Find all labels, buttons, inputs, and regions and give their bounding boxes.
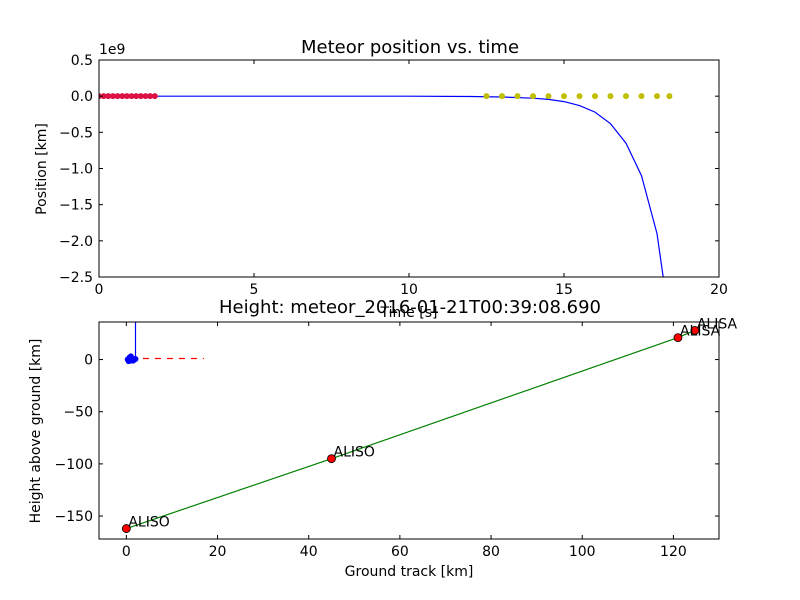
x-tick-label: 20: [209, 544, 227, 560]
station-label: ALISO: [334, 445, 375, 461]
data-point: [666, 93, 673, 100]
data-point: [545, 93, 552, 100]
data-point: [592, 93, 598, 100]
y-tick-label: −2.0: [59, 234, 93, 250]
plot-area-position: [99, 93, 673, 277]
x-axis-label-time: Time [s]: [380, 305, 438, 321]
x-tick-label: 10: [400, 282, 418, 298]
y-tick-label: −1.0: [59, 162, 93, 178]
data-point: [127, 353, 134, 360]
station-point: [327, 454, 336, 464]
data-point: [483, 93, 490, 100]
ticks-position: 0 5 10 15 20 0.5 0.0 −0.5 −1.0 −1.5 −2.0 −2.5: [59, 53, 728, 298]
station-label: ALISA: [680, 324, 721, 340]
series-group: [99, 93, 673, 277]
data-point: [514, 93, 521, 100]
station-point: [121, 524, 131, 533]
data-point: [151, 93, 158, 100]
data-point: [623, 93, 629, 100]
station-point: [690, 325, 700, 335]
y-tick-label: −50: [63, 405, 93, 421]
axes-frame-height: [98, 321, 720, 540]
chart-position-vs-time: 0 5 10 15 20 0.5 0.0 −0.5 −1.0 −1.5 −2.0 −2.5 Meteo…: [34, 37, 728, 321]
x-tick-label: 0: [122, 544, 131, 560]
station-point: [673, 333, 683, 343]
y-tick-label: −0.5: [59, 125, 93, 141]
data-point: [654, 93, 660, 100]
series-line-0: [99, 95, 664, 277]
x-tick-label: 15: [555, 282, 573, 298]
y-tick-label: −100: [55, 457, 93, 473]
y-axis-label-position: Position [km]: [34, 123, 50, 215]
y-offset-text: 1e9: [99, 42, 125, 58]
x-tick-label: 60: [391, 544, 409, 560]
y-tick-label: −2.5: [59, 270, 93, 286]
y-tick-label: 0: [84, 353, 93, 369]
x-tick-label: 100: [569, 544, 596, 560]
data-point: [607, 93, 614, 100]
y-axis-label-height: Height above ground [km]: [28, 339, 44, 524]
data-point: [638, 93, 645, 100]
x-tick-label: 120: [660, 544, 687, 560]
y-tick-label: −1.5: [59, 198, 93, 214]
x-tick-label: 20: [710, 282, 728, 298]
x-tick-label: 5: [250, 282, 259, 298]
data-point: [530, 93, 536, 100]
y-tick-label: −150: [55, 509, 93, 525]
series-group: [121, 322, 700, 533]
station-label: ALISO: [128, 515, 169, 531]
chart-title-height: Height: meteor_2016-01-21T00:39:08.690: [219, 297, 601, 318]
x-tick-label: 0: [95, 282, 104, 298]
data-point: [499, 93, 505, 100]
ticks-height: 0 20 40 60 80 100 120 0 −50 −100 −150: [55, 322, 719, 560]
series-line-0: [126, 329, 696, 530]
data-point: [576, 93, 583, 100]
y-tick-label: 0.5: [71, 53, 93, 69]
x-axis-label-ground-track: Ground track [km]: [345, 564, 474, 580]
x-tick-label: 80: [482, 544, 500, 560]
data-point: [561, 93, 567, 100]
x-tick-label: 40: [300, 544, 318, 560]
chart-title-position: Meteor position vs. time: [301, 37, 519, 58]
station-label: ALISA: [697, 316, 738, 332]
y-tick-label: 0.0: [71, 89, 93, 105]
